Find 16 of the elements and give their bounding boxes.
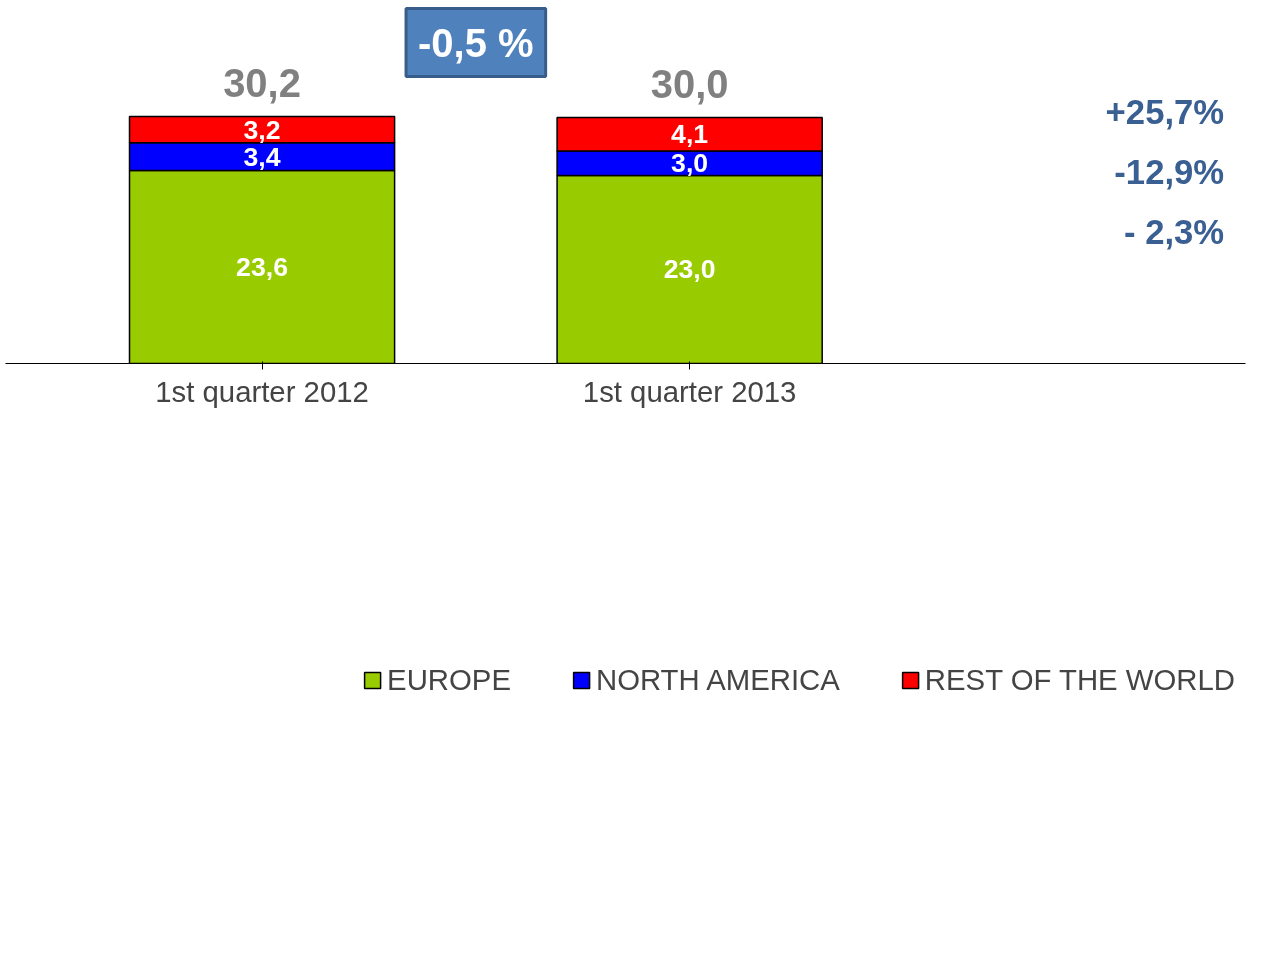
x-tick-label: 1st quarter 2012: [155, 374, 369, 408]
data-label: 23,0: [663, 254, 716, 285]
legend-label: REST OF THE WORLD: [924, 663, 1235, 697]
data-label: 3,0: [671, 148, 709, 179]
total-label: 30,2: [223, 60, 301, 105]
x-tick-label: 1st quarter 2013: [582, 374, 797, 408]
annotation: +25,7%: [1105, 92, 1225, 131]
data-label: 3,2: [243, 114, 281, 145]
total-label: 30,0: [650, 61, 729, 106]
data-label: 4,1: [671, 119, 709, 150]
annotation: - 2,3%: [1123, 212, 1225, 251]
text: -0,5 %: [418, 20, 534, 65]
legend-label: EUROPE: [387, 663, 511, 697]
legend-label: NORTH AMERICA: [595, 663, 840, 697]
data-label: 23,6: [236, 252, 288, 283]
annotation: -12,9%: [1114, 152, 1225, 191]
